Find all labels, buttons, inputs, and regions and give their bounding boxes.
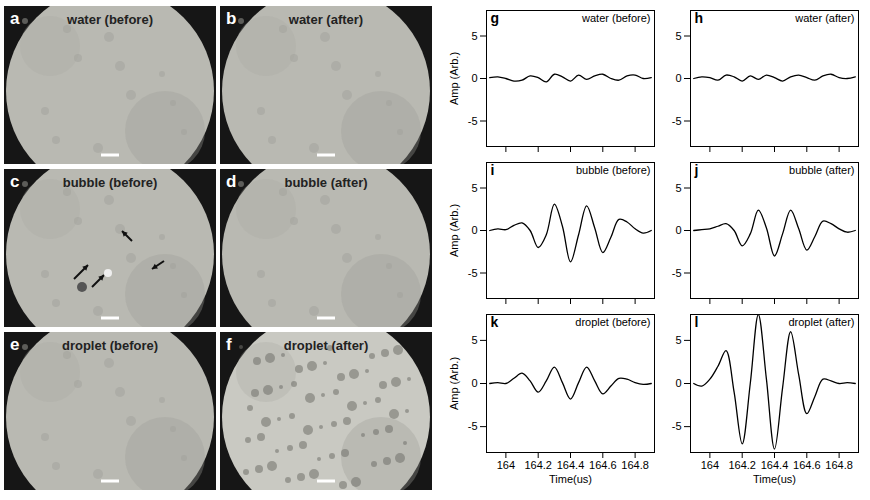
svg-text:b: b <box>226 9 236 28</box>
svg-text:5: 5 <box>675 182 681 194</box>
svg-text:5: 5 <box>675 30 681 42</box>
svg-text:f: f <box>226 335 232 354</box>
svg-text:164.6: 164.6 <box>793 459 821 471</box>
svg-text:164.2: 164.2 <box>524 459 552 471</box>
svg-text:164.4: 164.4 <box>557 459 585 471</box>
svg-text:bubble (after): bubble (after) <box>284 175 367 190</box>
svg-text:164.6: 164.6 <box>589 459 617 471</box>
svg-text:i: i <box>491 162 495 178</box>
svg-text:0: 0 <box>471 224 477 236</box>
svg-text:0: 0 <box>675 377 681 389</box>
svg-text:h: h <box>695 10 704 26</box>
svg-text:-5: -5 <box>672 420 682 432</box>
svg-text:164: 164 <box>497 459 515 471</box>
svg-text:e: e <box>10 335 19 354</box>
svg-text:-5: -5 <box>468 115 478 127</box>
svg-text:water (before): water (before) <box>581 12 650 24</box>
svg-text:-5: -5 <box>672 115 682 127</box>
svg-text:0: 0 <box>675 72 681 84</box>
svg-text:d: d <box>226 172 236 191</box>
svg-text:0: 0 <box>471 72 477 84</box>
svg-text:bubble (before): bubble (before) <box>63 175 158 190</box>
svg-text:k: k <box>491 314 499 330</box>
svg-text:Amp (Arb.): Amp (Arb.) <box>448 52 460 105</box>
svg-text:Time(us): Time(us) <box>753 473 796 485</box>
svg-text:droplet (after): droplet (after) <box>284 338 369 353</box>
svg-text:c: c <box>10 172 19 191</box>
svg-text:5: 5 <box>471 182 477 194</box>
svg-text:-5: -5 <box>672 267 682 279</box>
svg-text:g: g <box>491 10 500 26</box>
svg-text:0: 0 <box>471 377 477 389</box>
svg-text:droplet (after): droplet (after) <box>788 316 854 328</box>
svg-text:l: l <box>695 314 699 330</box>
svg-text:Amp (Arb.): Amp (Arb.) <box>448 204 460 257</box>
svg-text:Amp (Arb.): Amp (Arb.) <box>448 357 460 410</box>
svg-text:164: 164 <box>701 459 719 471</box>
svg-text:5: 5 <box>675 334 681 346</box>
svg-text:bubble (before): bubble (before) <box>576 164 651 176</box>
svg-text:164.4: 164.4 <box>761 459 789 471</box>
svg-text:164.8: 164.8 <box>825 459 853 471</box>
svg-text:164.2: 164.2 <box>728 459 756 471</box>
svg-text:5: 5 <box>471 334 477 346</box>
svg-text:water (before): water (before) <box>66 12 153 27</box>
svg-text:-5: -5 <box>468 267 478 279</box>
svg-text:-5: -5 <box>468 420 478 432</box>
svg-text:water (after): water (after) <box>288 12 363 27</box>
svg-text:5: 5 <box>471 30 477 42</box>
svg-text:water (after): water (after) <box>794 12 854 24</box>
svg-text:0: 0 <box>675 224 681 236</box>
svg-text:droplet (before): droplet (before) <box>62 338 158 353</box>
svg-text:j: j <box>694 162 699 178</box>
svg-text:bubble (after): bubble (after) <box>789 164 854 176</box>
svg-text:164.8: 164.8 <box>621 459 649 471</box>
svg-text:Time(us): Time(us) <box>549 473 592 485</box>
svg-text:droplet (before): droplet (before) <box>575 316 650 328</box>
svg-text:a: a <box>10 9 20 28</box>
